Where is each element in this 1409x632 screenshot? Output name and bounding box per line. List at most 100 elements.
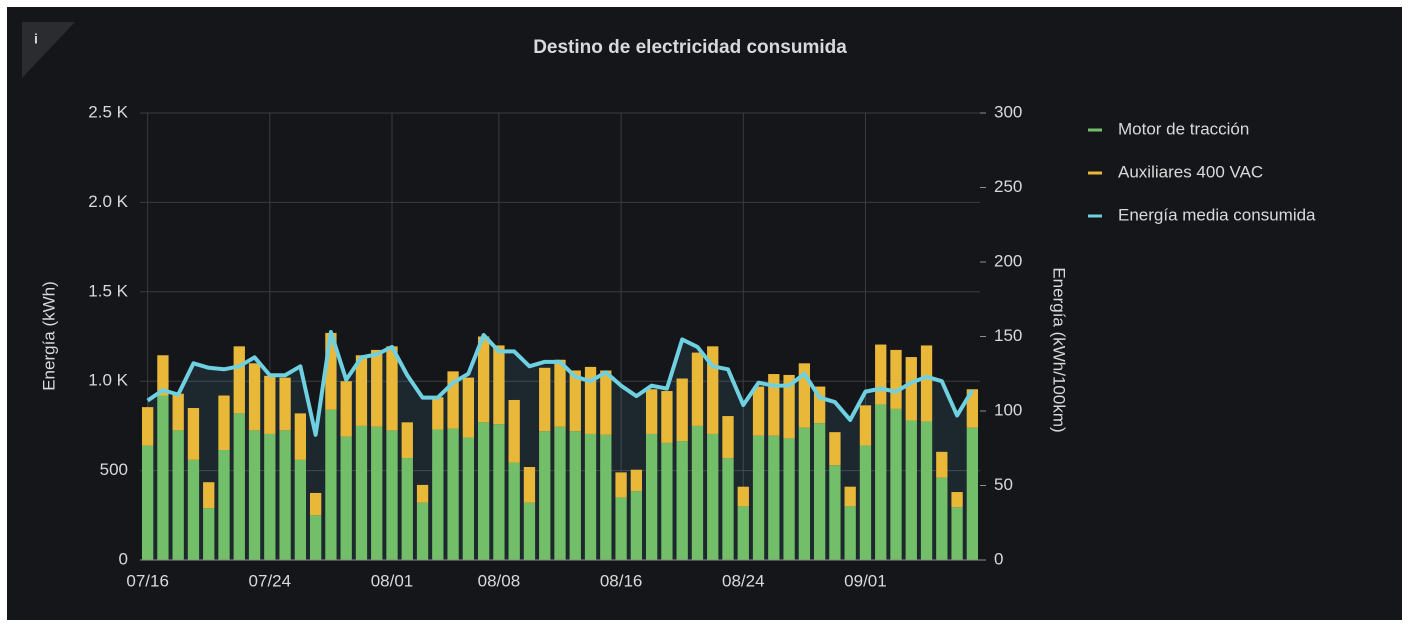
x-tick-label: 07/16 bbox=[126, 571, 169, 590]
bar bbox=[401, 458, 413, 560]
bar bbox=[844, 486, 856, 507]
x-tick-label: 09/01 bbox=[844, 571, 887, 590]
bar bbox=[722, 416, 734, 459]
legend-label: Auxiliares 400 VAC bbox=[1118, 162, 1263, 181]
bar bbox=[920, 345, 933, 422]
bar bbox=[752, 386, 765, 436]
bar bbox=[371, 349, 383, 427]
bar bbox=[737, 506, 749, 560]
bar bbox=[813, 423, 826, 560]
bar bbox=[340, 381, 352, 437]
y2-tick-label: 200 bbox=[994, 251, 1022, 270]
info-icon: i bbox=[34, 31, 38, 47]
legend-label: Energía media consumida bbox=[1118, 205, 1316, 224]
bar bbox=[600, 370, 612, 435]
bar bbox=[523, 502, 536, 560]
bar bbox=[966, 427, 979, 560]
bar bbox=[844, 506, 856, 560]
bar bbox=[172, 430, 184, 560]
bar bbox=[676, 378, 688, 442]
bar bbox=[218, 395, 230, 451]
bar bbox=[829, 465, 841, 560]
bar bbox=[630, 491, 643, 560]
bar bbox=[325, 332, 337, 410]
y-tick-label: 0 bbox=[119, 549, 128, 568]
bar bbox=[737, 486, 749, 507]
bar bbox=[829, 432, 841, 466]
bar bbox=[447, 371, 459, 429]
y-axis-label: Energía (kWh) bbox=[39, 281, 58, 391]
bar bbox=[523, 467, 536, 503]
bar bbox=[966, 389, 979, 428]
bar bbox=[569, 431, 581, 560]
bar bbox=[768, 435, 780, 560]
bar bbox=[798, 427, 811, 560]
bar bbox=[355, 425, 368, 560]
bar bbox=[584, 433, 597, 560]
bar bbox=[233, 413, 245, 560]
y2-axis-label: Energía (kWh/100km) bbox=[1050, 267, 1069, 432]
line bbox=[146, 330, 975, 437]
bar bbox=[187, 408, 200, 460]
bar bbox=[707, 433, 719, 560]
bar bbox=[203, 508, 215, 560]
bar bbox=[294, 459, 307, 560]
bar bbox=[936, 451, 948, 478]
bar bbox=[416, 502, 429, 560]
x-tick-label: 07/24 bbox=[249, 571, 292, 590]
bar bbox=[615, 472, 627, 498]
legend-label: Motor de tracción bbox=[1118, 119, 1249, 138]
chart-title: Destino de electricidad consumida bbox=[533, 37, 847, 58]
bar bbox=[722, 458, 734, 560]
bar bbox=[875, 404, 887, 560]
bar bbox=[340, 436, 352, 560]
bar bbox=[859, 405, 872, 446]
bar bbox=[645, 433, 658, 560]
bar bbox=[768, 374, 780, 436]
bar bbox=[630, 469, 643, 492]
x-tick-label: 08/24 bbox=[722, 571, 765, 590]
bar bbox=[172, 393, 184, 431]
bar bbox=[141, 445, 154, 560]
bar bbox=[783, 374, 795, 439]
bar bbox=[707, 346, 719, 434]
bar bbox=[432, 429, 444, 560]
bar bbox=[157, 395, 169, 560]
bar bbox=[783, 438, 795, 560]
bar bbox=[661, 391, 673, 443]
x-tick-label: 08/08 bbox=[478, 571, 521, 590]
bar bbox=[905, 357, 917, 421]
y2-tick-label: 0 bbox=[994, 549, 1003, 568]
y-tick-label: 2.0 K bbox=[88, 192, 128, 211]
bar bbox=[600, 434, 612, 560]
y2-tick-label: 250 bbox=[994, 177, 1022, 196]
bar bbox=[508, 399, 520, 463]
bar bbox=[493, 345, 505, 425]
y-tick-label: 1.0 K bbox=[88, 371, 128, 390]
info-corner[interactable] bbox=[22, 22, 75, 78]
bar bbox=[539, 367, 551, 432]
bar bbox=[905, 420, 917, 560]
bar bbox=[432, 397, 444, 430]
bar bbox=[355, 355, 368, 426]
bar bbox=[386, 346, 398, 431]
bar bbox=[554, 359, 566, 427]
bar bbox=[875, 344, 887, 405]
bar bbox=[401, 422, 413, 459]
bar bbox=[493, 424, 505, 560]
bar bbox=[447, 428, 459, 560]
bar bbox=[951, 492, 963, 508]
bar bbox=[203, 482, 215, 509]
y2-tick-label: 150 bbox=[994, 326, 1022, 345]
bar bbox=[615, 497, 627, 560]
bar bbox=[248, 363, 261, 431]
bar bbox=[187, 459, 200, 560]
bar bbox=[691, 425, 704, 560]
bar bbox=[462, 377, 475, 438]
y-tick-label: 2.5 K bbox=[88, 102, 128, 121]
bar bbox=[309, 515, 322, 560]
bar bbox=[264, 433, 276, 560]
bar bbox=[661, 442, 673, 560]
bar bbox=[645, 389, 658, 434]
